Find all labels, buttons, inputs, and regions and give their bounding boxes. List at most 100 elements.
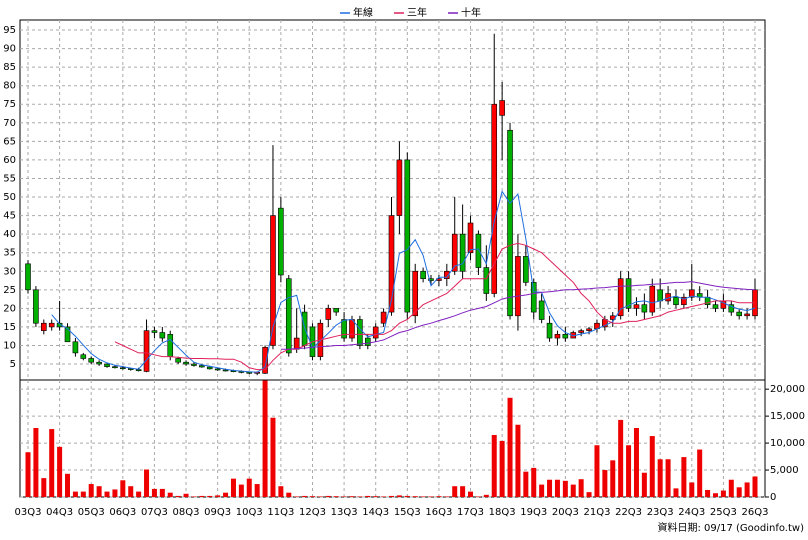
- volume-bar: [333, 496, 339, 497]
- volume-bar: [223, 492, 229, 497]
- candle-body: [459, 233, 466, 272]
- volume-bar: [65, 473, 71, 497]
- y-tick-label: 15: [3, 322, 16, 333]
- volume-bar: [278, 486, 284, 497]
- candle-body: [33, 289, 39, 324]
- candle-body: [199, 365, 205, 368]
- candle-body: [578, 330, 584, 333]
- volume-bar: [230, 478, 236, 497]
- volume-bar: [610, 460, 616, 497]
- volume-bar: [25, 452, 31, 497]
- volume-bar: [744, 482, 750, 497]
- volume-bar: [144, 469, 150, 497]
- candle-body: [270, 215, 276, 346]
- volume-bar: [491, 434, 497, 497]
- volume-bar: [175, 495, 181, 497]
- volume-bar: [199, 495, 205, 497]
- volume-bar: [673, 488, 679, 497]
- candle-body: [372, 326, 379, 339]
- candle-body: [562, 334, 569, 339]
- volume-bar: [104, 491, 110, 497]
- volume-bar: [357, 496, 363, 497]
- candle-body: [120, 367, 126, 370]
- volume-bar: [657, 459, 663, 497]
- x-tick-label: 04Q3: [46, 507, 73, 518]
- y-tick-label: 70: [3, 118, 16, 129]
- y2-tick-label: 5,000: [770, 465, 799, 476]
- candle-body: [333, 308, 339, 313]
- x-tick-label: 15Q3: [394, 507, 421, 518]
- candle-body: [649, 285, 656, 313]
- volume-bar: [468, 491, 474, 497]
- volume-bar: [151, 488, 157, 497]
- candle-body: [475, 233, 482, 268]
- y-tick-label: 5: [10, 359, 16, 370]
- candle-body: [222, 369, 229, 372]
- candle-body: [546, 322, 553, 339]
- x-tick-label: 23Q3: [647, 507, 674, 518]
- volume-bar: [191, 496, 197, 497]
- x-tick-label: 12Q3: [299, 507, 326, 518]
- candle-body: [633, 304, 640, 309]
- candle-body: [673, 296, 679, 305]
- volume-bar: [515, 424, 521, 497]
- volume-bar: [238, 484, 244, 497]
- volume-bar: [633, 427, 639, 497]
- candle-body: [183, 361, 189, 365]
- x-tick-label: 16Q3: [425, 507, 452, 518]
- volume-bar: [207, 495, 213, 497]
- candle-body: [728, 304, 735, 313]
- y-tick-label: 90: [3, 44, 16, 55]
- volume-bar: [72, 491, 78, 497]
- candle-body: [641, 304, 648, 313]
- volume-bar: [246, 478, 252, 497]
- candle-body: [293, 337, 300, 350]
- y-tick-label: 25: [3, 285, 16, 296]
- candle-body: [744, 313, 750, 317]
- volume-bar: [507, 397, 513, 497]
- candle-body: [80, 354, 87, 359]
- ma-line: [280, 281, 756, 350]
- x-tick-label: 14Q3: [362, 507, 389, 518]
- volume-bar: [373, 496, 379, 497]
- y-tick-label: 30: [3, 266, 16, 277]
- candle-body: [499, 100, 505, 116]
- candle-body: [451, 233, 458, 272]
- volume-bar: [33, 427, 39, 497]
- y-tick-label: 80: [3, 81, 16, 92]
- volume-bar: [128, 486, 134, 497]
- candle-body: [412, 270, 419, 317]
- y-tick-label: 60: [3, 155, 16, 166]
- candle-body: [278, 207, 284, 276]
- volume-bar: [665, 459, 671, 497]
- volume-bar: [523, 471, 529, 497]
- volume-bar: [341, 496, 347, 497]
- candle-body: [554, 334, 561, 339]
- volume-bar: [262, 380, 268, 497]
- volume-bar: [294, 496, 300, 497]
- candle-body: [341, 319, 347, 339]
- volume-bar: [41, 478, 47, 497]
- candle-body: [396, 159, 403, 216]
- candle-body: [262, 347, 268, 374]
- x-tick-label: 05Q3: [78, 507, 105, 518]
- legend-label: 年線: [353, 6, 373, 19]
- y2-tick-label: 10,000: [770, 438, 805, 449]
- volume-bar: [697, 449, 703, 497]
- candle-body: [736, 311, 742, 317]
- volume-bar: [57, 446, 63, 497]
- ma-line: [114, 242, 755, 371]
- candle-body: [657, 289, 663, 302]
- volume-bar: [720, 490, 726, 497]
- candle-body: [64, 326, 71, 343]
- candle-body: [467, 222, 474, 254]
- volume-bar: [412, 496, 418, 497]
- x-tick-label: 07Q3: [141, 507, 168, 518]
- volume-bar: [159, 488, 165, 497]
- candle-body: [167, 334, 174, 357]
- y-tick-label: 65: [3, 136, 16, 147]
- volume-bar: [302, 495, 308, 497]
- volume-bar: [594, 445, 600, 497]
- x-tick-label: 26Q3: [742, 507, 769, 518]
